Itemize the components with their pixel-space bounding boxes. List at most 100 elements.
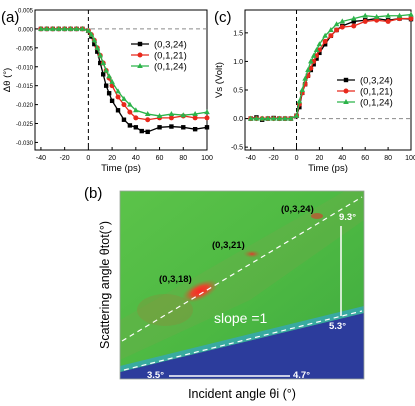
data-point-a-0 bbox=[121, 117, 127, 122]
x-tick-label-c: 100 bbox=[405, 155, 415, 162]
data-point-a-1 bbox=[121, 102, 127, 108]
data-point-c-2 bbox=[373, 13, 380, 19]
legend-label-a-2: (0,1,24) bbox=[154, 62, 187, 73]
data-point-a-2 bbox=[156, 112, 163, 118]
data-point-a-2 bbox=[88, 31, 95, 37]
data-point-c-1 bbox=[322, 38, 328, 44]
legend-label-a-1: (0,1,21) bbox=[154, 51, 187, 62]
data-point-a-2 bbox=[94, 44, 101, 50]
x-tick-label-c: -20 bbox=[269, 155, 279, 162]
data-point-c-2 bbox=[308, 58, 314, 64]
panel-label-b: (b) bbox=[84, 185, 102, 202]
cutoff-line bbox=[123, 310, 363, 371]
data-point-c-2 bbox=[313, 47, 320, 52]
y-tick-label-a: -0.025 bbox=[16, 122, 34, 128]
heatmap-frame bbox=[119, 190, 365, 380]
data-point-c-0 bbox=[351, 19, 356, 24]
data-point-a-2 bbox=[103, 67, 109, 73]
y-tick-label-c: 0.0 bbox=[233, 116, 243, 123]
y-tick-label-c: -0.5 bbox=[231, 145, 243, 152]
data-point-c-1 bbox=[351, 23, 357, 29]
x-tick-label-c: 60 bbox=[361, 155, 369, 162]
data-point-c-1 bbox=[328, 33, 334, 39]
y-tick-label-a: 0.005 bbox=[18, 9, 34, 15]
data-point-a-2 bbox=[44, 25, 50, 31]
y-axis-label-b: Scattering angle θtot(°) bbox=[98, 221, 112, 349]
slope-label: slope =1 bbox=[214, 310, 268, 326]
data-point-c-0 bbox=[311, 62, 316, 67]
data-point-c-1 bbox=[385, 18, 391, 24]
data-point-a-2 bbox=[106, 73, 112, 79]
data-point-a-2 bbox=[73, 25, 80, 31]
data-point-a-0 bbox=[133, 125, 139, 130]
y-tick-label-a: -0.020 bbox=[16, 103, 34, 109]
data-point-c-0 bbox=[314, 56, 319, 61]
data-point-c-2 bbox=[293, 112, 300, 118]
legend-a: (0,3,24)(0,1,21)(0,1,24) bbox=[131, 40, 187, 73]
panel-c-chart: -40 -20 0 20 40 60 80 100 -0.5 0.0 0.5 1.0 1.5 Time… bbox=[214, 9, 415, 174]
data-point-a-2 bbox=[168, 111, 175, 117]
data-point-c-2 bbox=[362, 12, 369, 18]
data-point-a-2 bbox=[204, 109, 210, 115]
data-point-c-1 bbox=[374, 17, 380, 23]
data-point-c-2 bbox=[316, 41, 323, 47]
data-point-c-2 bbox=[385, 12, 391, 18]
data-point-c-2 bbox=[270, 115, 277, 121]
data-point-a-2 bbox=[97, 52, 104, 58]
data-point-a-0 bbox=[92, 41, 97, 47]
x-tick-label-c: -40 bbox=[246, 155, 256, 162]
data-point-c-2 bbox=[265, 115, 271, 121]
peak-label-0-3-18: (0,3,18) bbox=[159, 274, 192, 285]
legend-label-c-2: (0,1,24) bbox=[360, 98, 393, 109]
data-point-a-0 bbox=[109, 98, 115, 104]
data-point-c-2 bbox=[305, 67, 311, 72]
data-point-a-2 bbox=[38, 25, 44, 31]
legend-label-c-1: (0,1,21) bbox=[360, 87, 393, 98]
legend-marker-a-0 bbox=[137, 41, 143, 47]
diffuse-band bbox=[120, 191, 364, 360]
data-point-a-2 bbox=[144, 111, 151, 117]
y-tick-label-a: -0.005 bbox=[16, 46, 34, 52]
data-point-c-2 bbox=[339, 18, 346, 24]
legend-marker-c-1 bbox=[343, 88, 349, 94]
y-tick-label-a: -0.030 bbox=[16, 141, 34, 147]
data-point-a-1 bbox=[133, 115, 139, 121]
y-tick-label-a: 0.000 bbox=[18, 27, 34, 33]
peak-label-0-3-24: (0,3,24) bbox=[281, 204, 314, 215]
data-point-a-2 bbox=[180, 112, 187, 118]
data-point-c-2 bbox=[350, 15, 357, 21]
data-point-c-1 bbox=[334, 27, 340, 33]
x-tick-label-a: 60 bbox=[156, 155, 164, 162]
y-tick-label-a: -0.010 bbox=[16, 65, 34, 71]
panel-a-chart: -40 -20 0 20 40 60 80 100 0.005 0.000 -0.005 -0.01… bbox=[2, 9, 213, 175]
data-point-a-2 bbox=[85, 27, 92, 33]
data-point-c-2 bbox=[310, 52, 317, 58]
data-point-c-2 bbox=[328, 27, 334, 32]
plot-frame-a bbox=[34, 9, 208, 151]
data-point-a-2 bbox=[55, 25, 62, 31]
data-point-c-2 bbox=[408, 11, 414, 17]
incident-low-label: 3.5° bbox=[147, 370, 164, 381]
data-point-c-1 bbox=[408, 16, 414, 22]
x-tick-label-a: 20 bbox=[108, 155, 116, 162]
data-point-a-0 bbox=[181, 125, 186, 130]
data-point-a-0 bbox=[127, 123, 133, 128]
peak-0-3-21 bbox=[243, 250, 261, 258]
panel-label-c: (c) bbox=[214, 9, 232, 26]
data-point-c-2 bbox=[259, 115, 265, 121]
data-point-a-1 bbox=[115, 94, 121, 100]
data-point-a-0 bbox=[115, 108, 121, 113]
x-tick-label-c: 80 bbox=[384, 155, 392, 162]
data-point-a-2 bbox=[67, 25, 74, 31]
y-tick-label-c: 1.5 bbox=[233, 30, 243, 37]
heatmap-b bbox=[120, 191, 364, 379]
data-point-a-2 bbox=[121, 95, 127, 101]
data-point-a-2 bbox=[115, 88, 121, 94]
data-point-a-0 bbox=[101, 72, 106, 77]
legend-c: (0,3,24)(0,1,21)(0,1,24) bbox=[337, 76, 393, 109]
slope-line bbox=[121, 196, 363, 342]
data-point-c-2 bbox=[276, 115, 283, 121]
peak-0-3-18 bbox=[181, 279, 219, 303]
x-axis-label-a: Time (ps) bbox=[101, 163, 141, 174]
data-point-a-1 bbox=[127, 109, 133, 115]
